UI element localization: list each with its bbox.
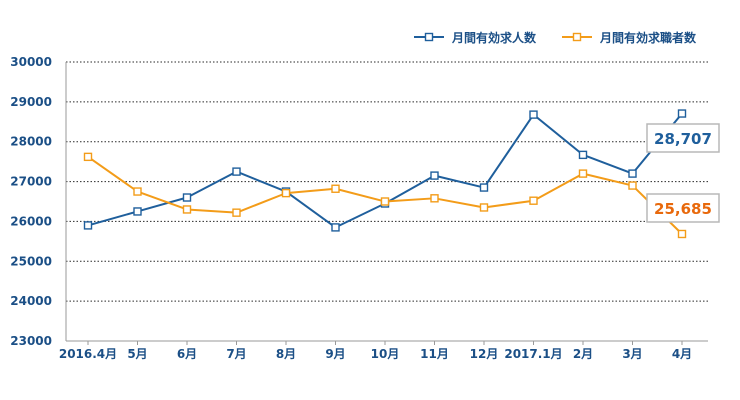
x-tick-label: 2016.4月	[59, 347, 117, 361]
x-tick-label: 2月	[573, 347, 593, 361]
data-point-series-2	[578, 169, 588, 178]
callout-box-1	[646, 123, 720, 153]
x-tick-label: 2017.1月	[504, 347, 562, 361]
legend-marker-1	[424, 32, 434, 42]
callout-value-2: 25,685	[654, 200, 712, 218]
data-point-series-1	[479, 183, 489, 192]
legend-marker-2	[572, 32, 582, 42]
data-point-series-2	[529, 196, 538, 205]
data-point-series-2	[281, 188, 291, 198]
legend-label-2: 月間有効求職者数	[599, 30, 697, 45]
data-point-series-1	[83, 221, 93, 230]
data-point-series-1	[331, 223, 340, 232]
data-point-series-2	[331, 184, 340, 193]
x-tick-label: 12月	[470, 347, 499, 361]
callout-value-1: 28,707	[654, 130, 712, 148]
x-tick-label: 11月	[420, 347, 449, 361]
y-tick-label: 30000	[10, 55, 52, 69]
y-tick-label: 25000	[10, 254, 52, 268]
data-point-series-2	[83, 152, 93, 162]
y-tick-label: 26000	[10, 214, 52, 228]
data-point-series-1	[677, 109, 687, 118]
data-point-series-1	[182, 193, 192, 202]
x-tick-label: 3月	[622, 347, 642, 361]
x-tick-label: 10月	[371, 347, 400, 361]
data-point-series-2	[232, 208, 241, 217]
y-tick-label: 28000	[10, 135, 52, 149]
y-tick-label: 27000	[10, 175, 52, 189]
data-point-series-1	[133, 207, 142, 216]
data-point-series-1	[578, 150, 588, 160]
x-tick-label: 4月	[672, 347, 692, 361]
legend-label-1: 月間有効求人数	[451, 30, 537, 45]
y-tick-label: 24000	[10, 294, 52, 308]
series-line-2	[87, 156, 683, 235]
x-tick-label: 8月	[276, 347, 296, 361]
data-point-series-2	[628, 181, 637, 190]
data-point-series-2	[479, 203, 489, 212]
callout-box-2	[646, 193, 720, 223]
x-tick-label: 9月	[325, 347, 345, 361]
data-point-series-2	[133, 187, 142, 196]
series-line-1	[87, 112, 683, 229]
data-point-series-1	[628, 169, 637, 178]
x-tick-label: 7月	[226, 347, 246, 361]
data-point-series-1	[232, 167, 241, 176]
data-point-series-2	[182, 205, 192, 214]
data-point-series-2	[380, 197, 390, 206]
x-tick-label: 6月	[177, 347, 197, 361]
y-tick-label: 29000	[10, 95, 52, 109]
data-point-series-1	[529, 110, 538, 119]
data-point-series-1	[430, 171, 439, 180]
x-tick-label: 5月	[127, 347, 147, 361]
data-point-series-2	[677, 229, 687, 239]
y-tick-label: 23000	[10, 334, 52, 348]
data-point-series-2	[430, 194, 439, 203]
